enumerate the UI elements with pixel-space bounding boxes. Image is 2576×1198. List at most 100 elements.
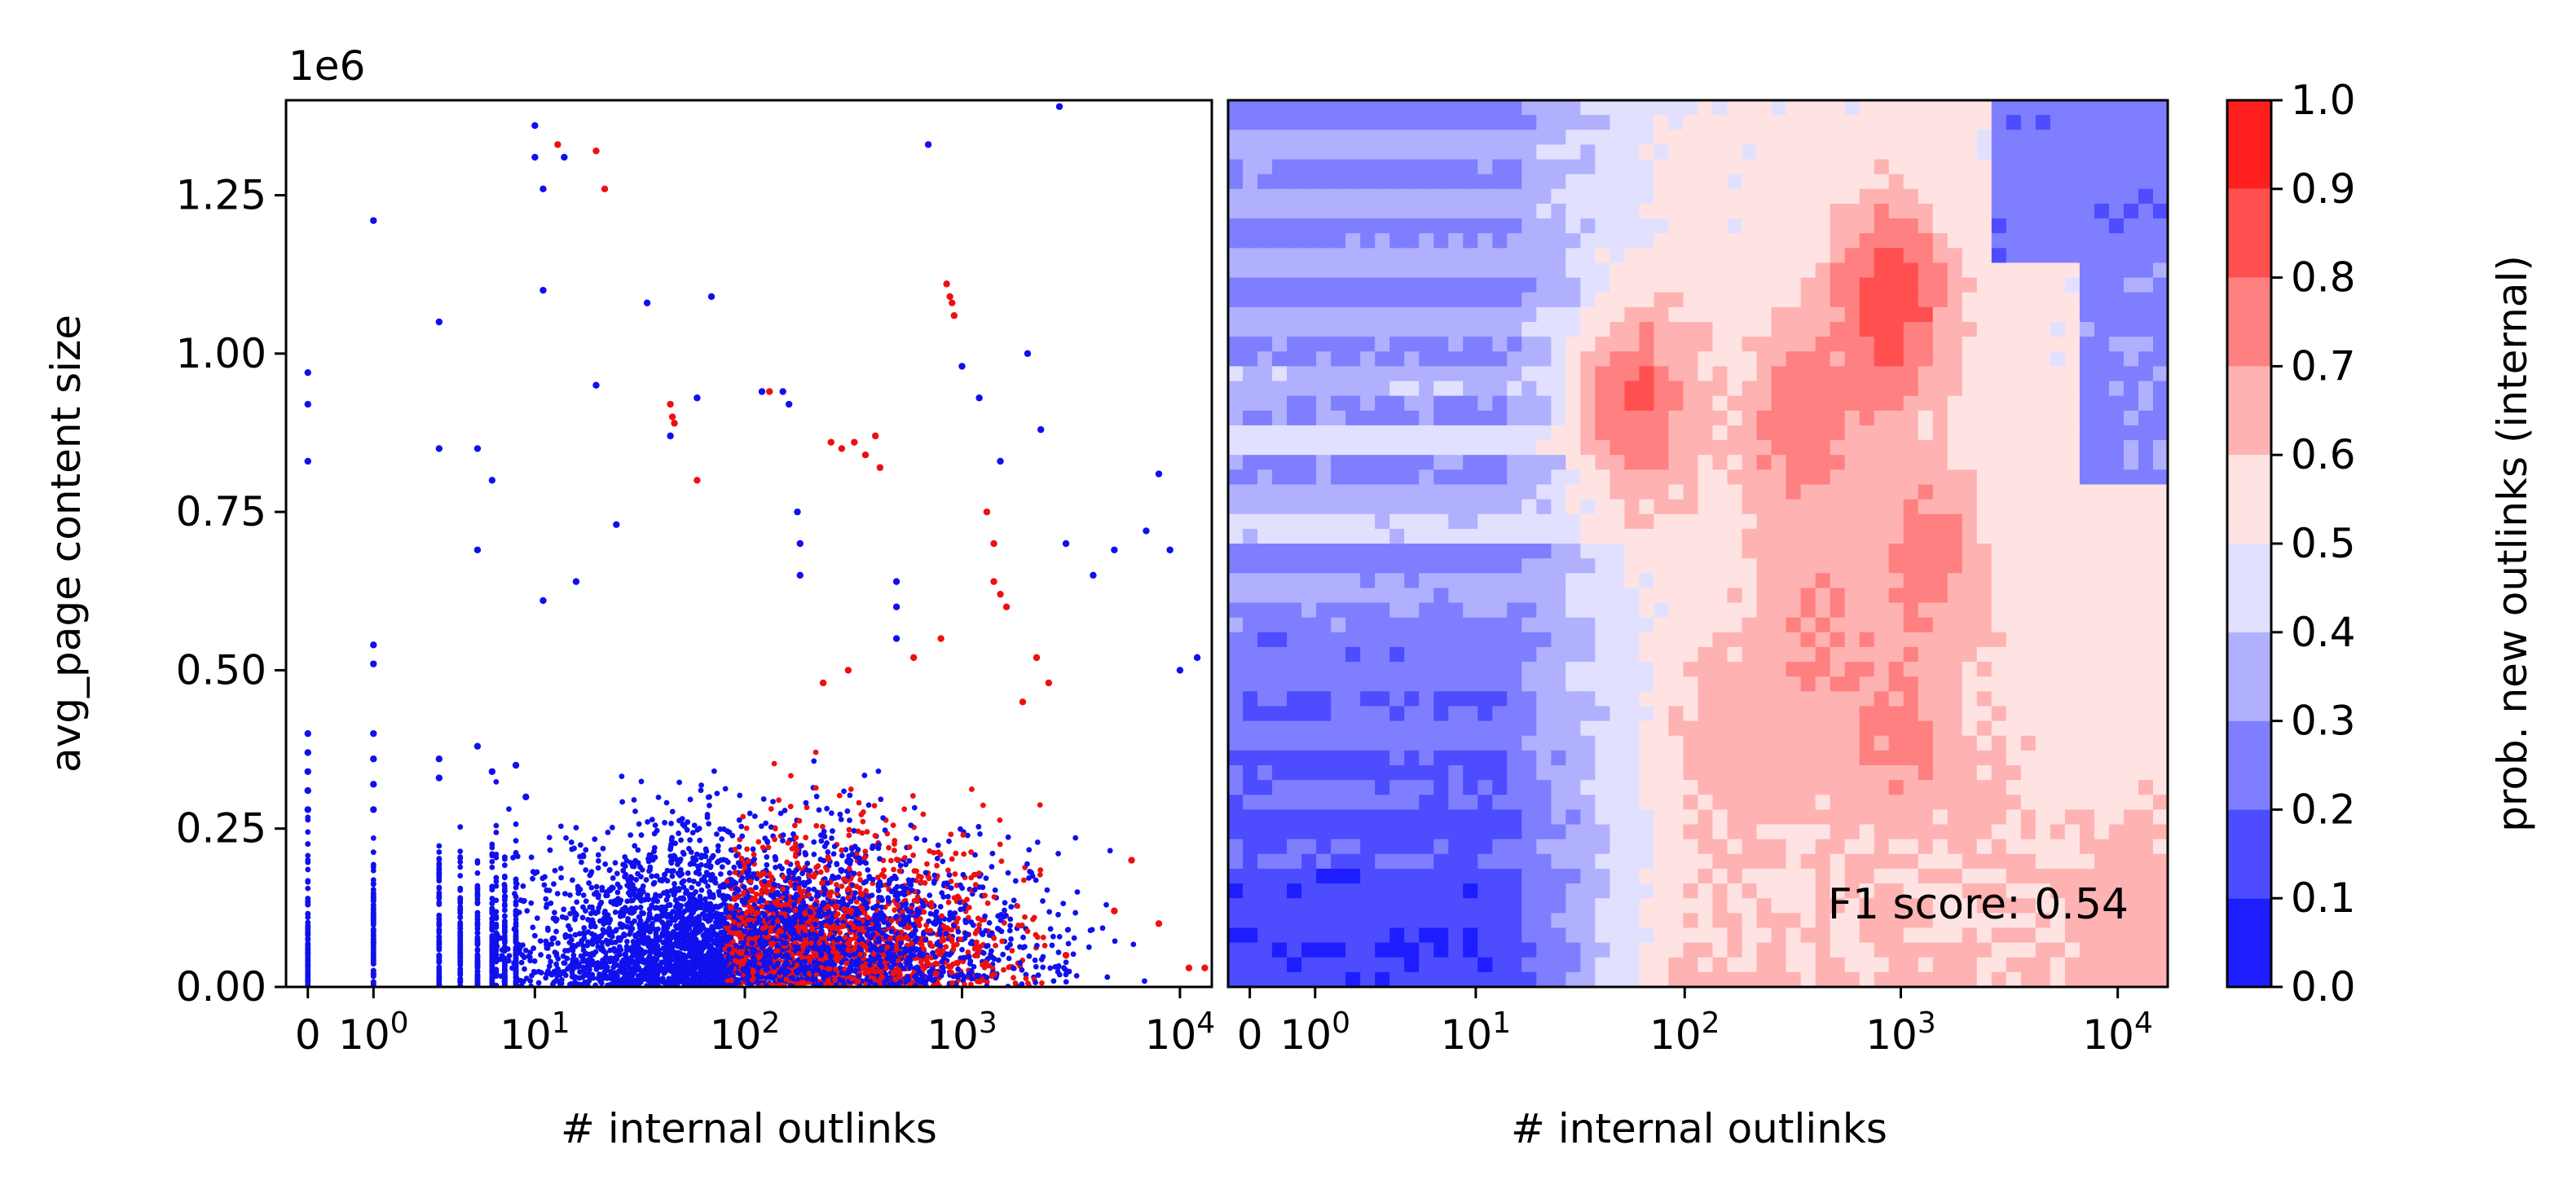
cloud-dot	[370, 958, 376, 964]
cloud-dot	[886, 844, 892, 851]
cloud-dot	[676, 830, 681, 836]
cloud-dot	[370, 881, 376, 887]
cloud-dot	[851, 828, 857, 834]
cloud-dot	[707, 802, 712, 808]
cloud-dot	[844, 901, 851, 908]
cloud-dot	[535, 980, 542, 986]
cloud-dot	[989, 850, 996, 857]
cloud-dot	[980, 962, 985, 968]
cloud-dot	[737, 792, 743, 799]
cloud-dot	[887, 936, 893, 942]
cloud-dot	[501, 913, 508, 919]
cloud-dot	[915, 907, 922, 914]
cloud-dot	[627, 931, 632, 937]
cloud-dot	[941, 936, 947, 943]
cloud-dot	[887, 877, 892, 883]
cloud-dot	[1056, 933, 1063, 940]
cloud-dot	[1006, 955, 1012, 962]
cloud-dot	[638, 874, 644, 880]
cloud-dot	[856, 871, 862, 877]
cloud-dot	[541, 882, 548, 888]
cloud-dot	[948, 831, 954, 838]
cloud-dot	[370, 980, 376, 986]
cloud-dot	[1064, 927, 1071, 933]
cloud-dot	[846, 826, 852, 833]
cloud-dot	[436, 894, 443, 901]
cloud-dot	[1087, 927, 1094, 934]
cloud-dot	[1011, 897, 1017, 904]
cloud-dot	[457, 971, 464, 978]
cloud-dot	[305, 885, 311, 892]
cloud-dot	[632, 892, 639, 899]
cloud-dot	[687, 796, 694, 803]
cloud-dot	[577, 969, 583, 975]
cloud-dot	[903, 901, 909, 907]
cloud-dot	[1050, 978, 1057, 984]
cloud-dot	[913, 973, 919, 979]
cloud-dot	[679, 870, 685, 877]
cloud-dot	[1008, 904, 1015, 910]
cloud-dot	[370, 877, 376, 883]
cloud-dot	[751, 923, 757, 930]
cloud-dot	[715, 848, 721, 854]
cloud-dot	[474, 884, 481, 891]
cloud-dot	[869, 892, 875, 899]
cloud-dot	[669, 917, 675, 923]
cloud-dot	[654, 926, 661, 932]
cloud-dot	[516, 910, 522, 915]
cloud-dot	[613, 901, 619, 907]
cloud-dot	[652, 956, 658, 962]
cloud-dot	[670, 868, 676, 874]
cloud-dot	[457, 957, 464, 962]
cloud-dot	[305, 957, 311, 962]
cloud-dot	[663, 911, 670, 918]
cloud-dot	[638, 778, 645, 785]
cloud-dot	[504, 946, 511, 952]
cloud-dot	[493, 915, 500, 922]
cloud-dot	[436, 864, 443, 870]
cloud-dot	[509, 965, 515, 971]
cloud-dot	[590, 909, 597, 914]
cloud-dot	[829, 835, 834, 841]
cloud-dot	[493, 897, 500, 904]
cloud-dot	[1103, 901, 1109, 908]
cloud-dot	[714, 831, 720, 837]
cloud-dot	[999, 938, 1006, 945]
cloud-dot	[1002, 900, 1008, 906]
cloud-dot	[891, 866, 896, 873]
cloud-dot	[878, 895, 884, 901]
cloud-dot	[1026, 874, 1032, 881]
cloud-dot	[746, 917, 752, 923]
cloud-dot	[493, 958, 500, 964]
cloud-dot	[305, 936, 311, 942]
cloud-dot	[499, 947, 505, 953]
cloud-dot	[790, 875, 797, 882]
cloud-dot	[1040, 898, 1046, 904]
cloud-dot	[732, 846, 738, 852]
cloud-dot	[991, 935, 997, 941]
cloud-dot	[923, 870, 929, 876]
cloud-dot	[474, 870, 481, 876]
cloud-dot	[811, 758, 817, 764]
cloud-dot	[997, 911, 1004, 918]
cloud-dot	[370, 849, 376, 856]
cloud-dot	[436, 878, 443, 884]
cloud-dot	[883, 965, 889, 971]
cloud-dot	[493, 778, 500, 785]
cloud-dot	[858, 812, 865, 817]
cloud-dot	[305, 962, 311, 968]
cloud-dot	[779, 954, 786, 960]
cloud-dot	[581, 925, 588, 931]
cloud-dot	[691, 822, 698, 829]
cloud-dot	[680, 851, 687, 857]
cloud-dot	[872, 833, 878, 839]
cloud-dot	[1028, 870, 1034, 876]
cloud-dot	[811, 886, 817, 892]
cloud-dot	[892, 907, 898, 914]
cloud-dot	[933, 909, 940, 915]
cloud-dot	[555, 940, 561, 946]
cloud-dot	[305, 879, 311, 885]
cloud-dot	[1026, 847, 1033, 853]
cloud-dot	[901, 806, 908, 813]
